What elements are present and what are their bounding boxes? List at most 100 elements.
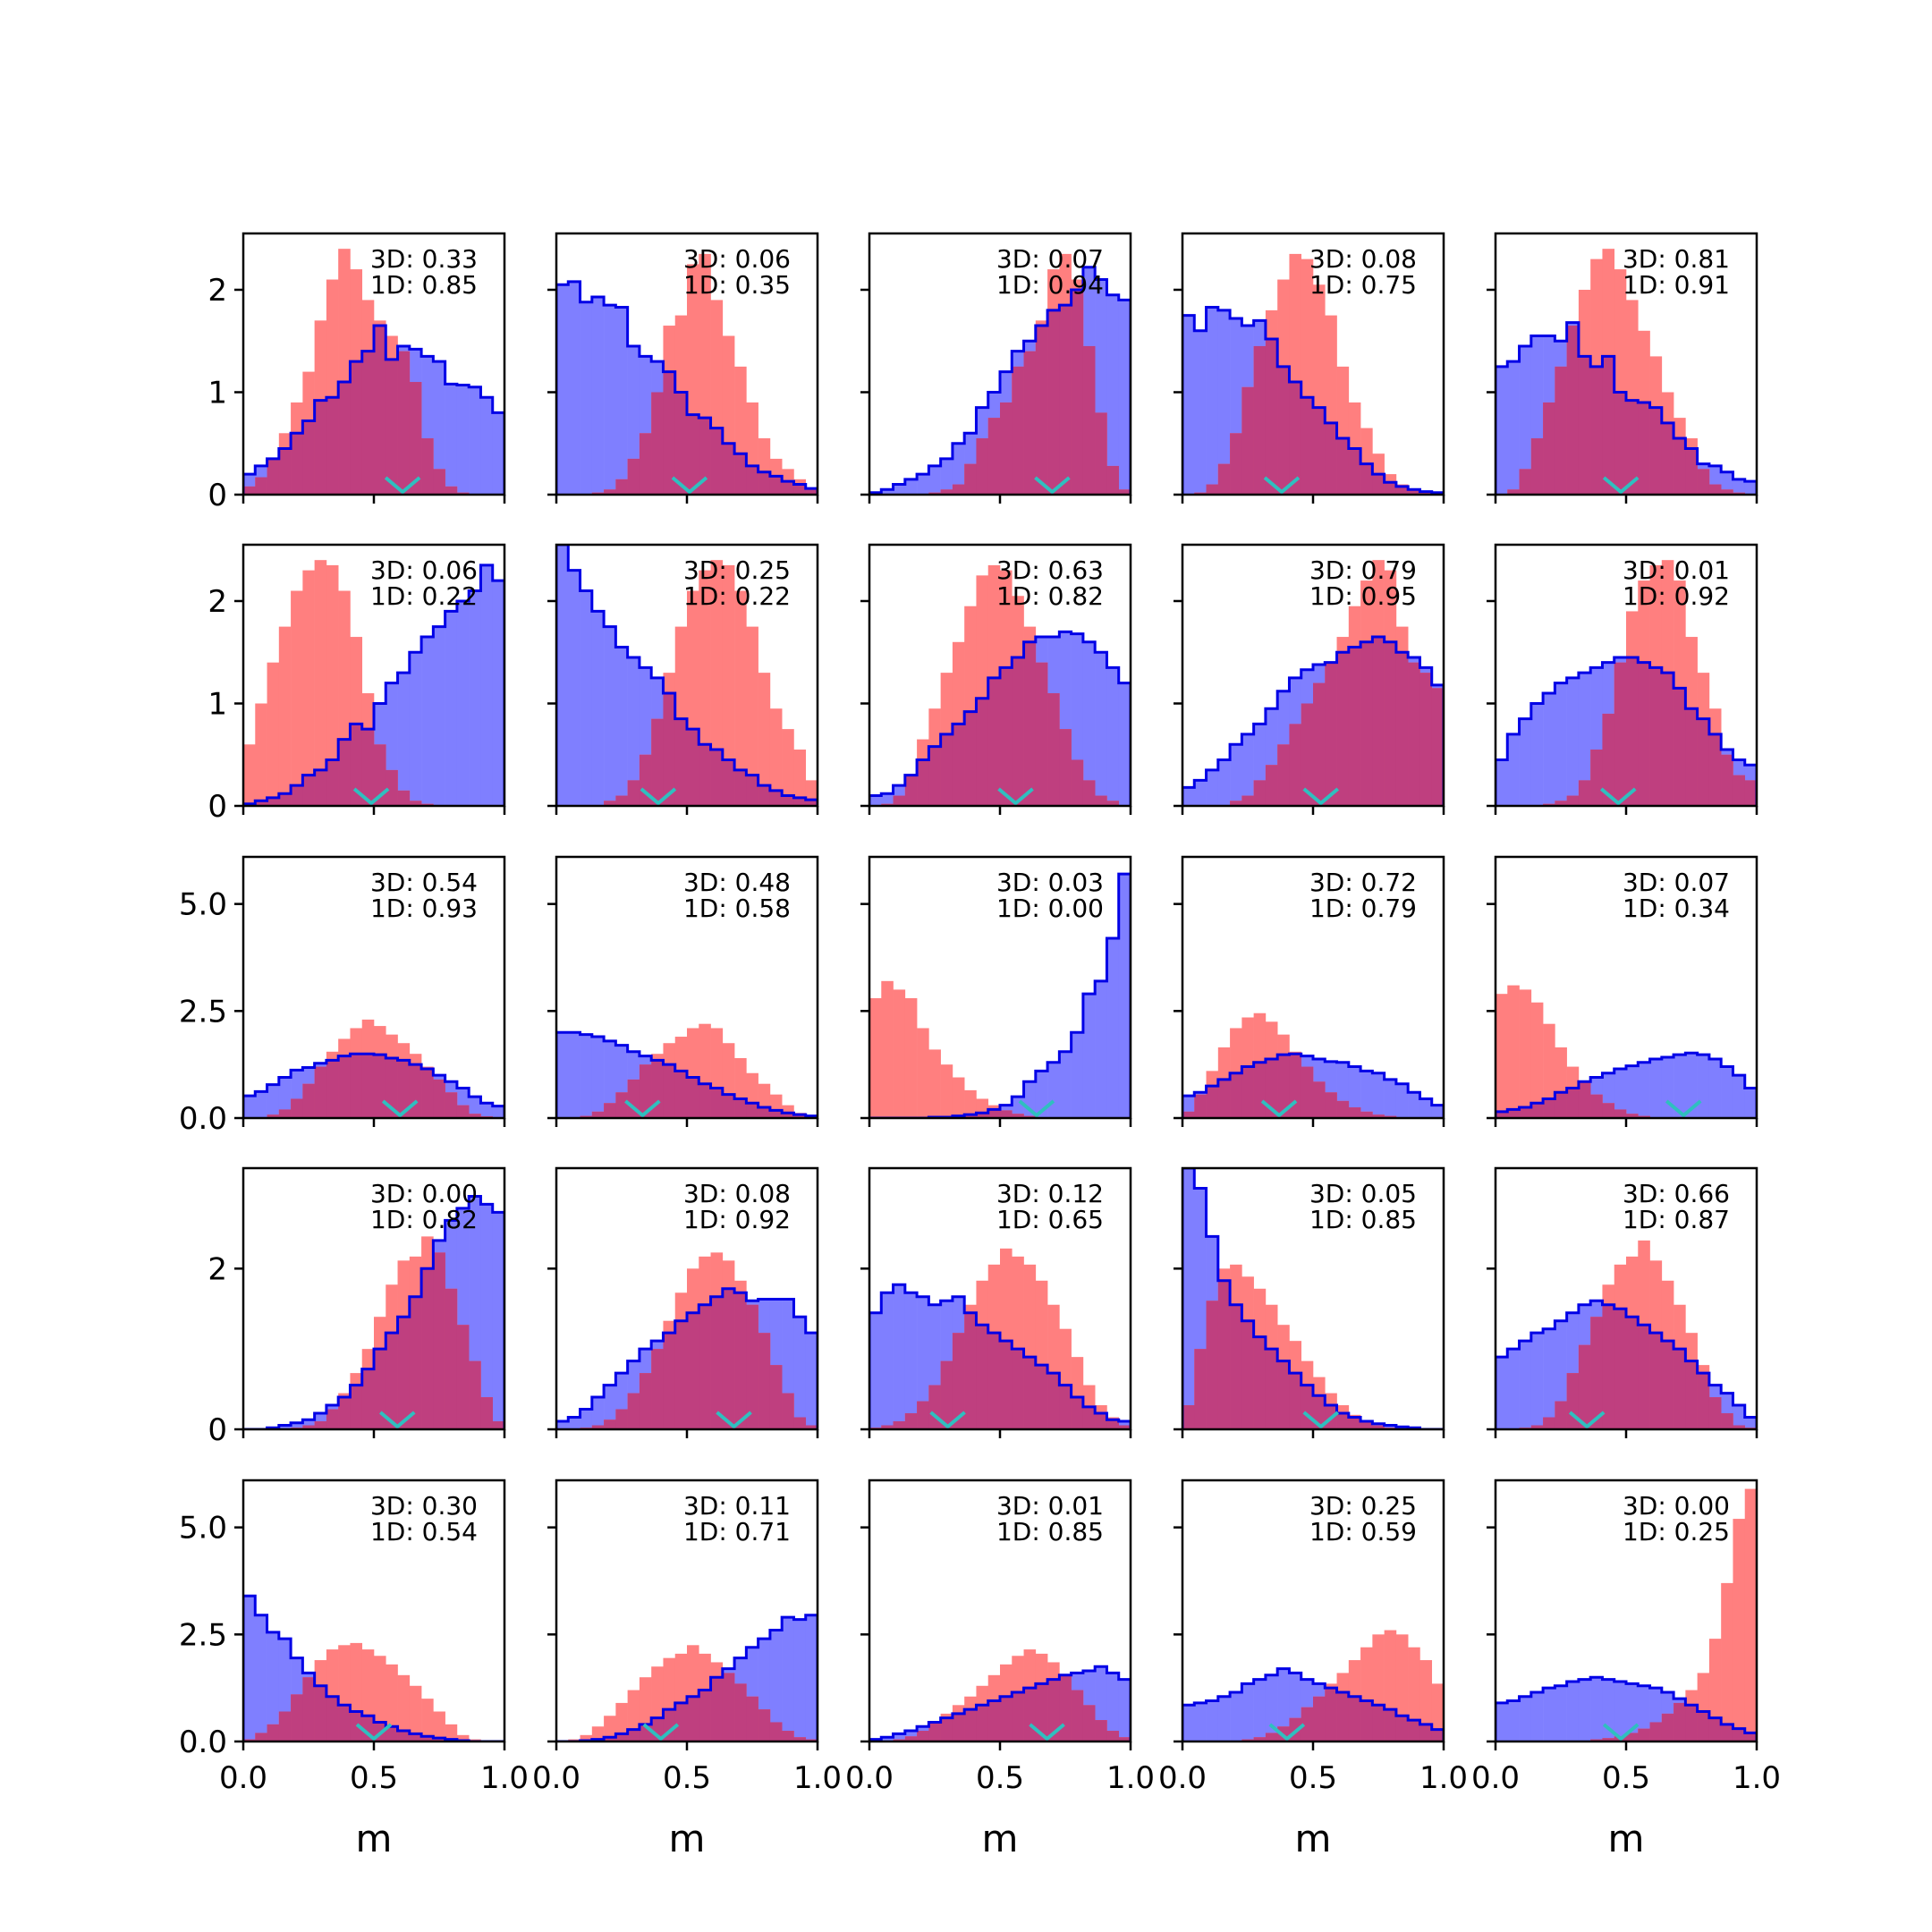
overlap-bar — [278, 793, 292, 806]
overlap-bar — [1012, 366, 1024, 495]
label-3d: 3D: 0.11 — [683, 1491, 791, 1521]
overlap-bar — [627, 458, 640, 495]
blue-bar — [267, 1631, 280, 1741]
overlap-bar — [1082, 1705, 1096, 1741]
blue-bar — [456, 385, 470, 495]
y-tick-label: 0.0 — [179, 1724, 227, 1760]
overlap-bar — [1733, 775, 1746, 806]
label-3d: 3D: 0.08 — [1309, 244, 1417, 274]
overlap-bar — [397, 351, 411, 495]
blue-bar — [1626, 1065, 1639, 1118]
overlap-bar — [338, 382, 351, 495]
blue-bar — [591, 1397, 605, 1429]
overlap-bar — [1194, 1094, 1207, 1118]
overlap-bar — [1047, 693, 1060, 806]
label-3d: 3D: 0.33 — [370, 244, 478, 274]
x-tick-label: 0.0 — [845, 1760, 894, 1796]
overlap-bar — [1638, 1325, 1650, 1429]
overlap-bar — [1566, 1088, 1580, 1118]
x-axis-label: m — [669, 1817, 706, 1860]
overlap-bar — [674, 392, 688, 495]
overlap-bar — [1071, 1690, 1084, 1741]
red-bar — [386, 1664, 398, 1741]
blue-bar — [1182, 1168, 1195, 1429]
overlap-bar — [492, 1421, 504, 1429]
overlap-bar — [591, 1111, 605, 1118]
blue-bar — [591, 296, 605, 495]
blue-bar — [881, 793, 894, 806]
x-tick-label: 0.0 — [532, 1760, 580, 1796]
blue-step-outline — [869, 1665, 1131, 1741]
overlap-bar — [1543, 1417, 1555, 1429]
overlap-bar — [1265, 338, 1278, 495]
overlap-bar — [1106, 1419, 1120, 1429]
overlap-bar — [758, 471, 771, 495]
red-bar — [758, 673, 771, 806]
overlap-bar — [1519, 469, 1532, 495]
overlap-bar — [1095, 795, 1107, 806]
blue-bar — [793, 1619, 807, 1741]
overlap-bar — [940, 1360, 953, 1429]
panel-plot-area — [1496, 560, 1757, 806]
overlap-bar — [805, 489, 818, 495]
blue-bar — [1217, 759, 1231, 806]
label-3d: 3D: 0.54 — [370, 868, 478, 897]
overlap-bar — [1602, 356, 1615, 495]
marker-chevron — [384, 476, 421, 495]
overlap-bar — [1348, 647, 1361, 806]
overlap-bar — [1360, 1421, 1373, 1429]
blue-bar — [1182, 1705, 1195, 1741]
red-bar — [243, 744, 256, 806]
blue-bar — [1095, 652, 1107, 806]
blue-bar — [1507, 733, 1520, 806]
blue-bar — [1507, 1349, 1520, 1429]
overlap-bar — [374, 1055, 386, 1118]
overlap-bar — [722, 443, 735, 495]
marker-chevron — [1602, 476, 1640, 495]
label-1d: 1D: 0.95 — [1309, 581, 1417, 611]
blue-bar — [893, 484, 906, 495]
overlap-bar — [904, 1413, 918, 1429]
overlap-bar — [1000, 667, 1013, 806]
blue-bar — [1217, 309, 1231, 495]
overlap-bar — [1289, 1373, 1302, 1429]
overlap-bar — [386, 769, 398, 806]
overlap-bar — [445, 486, 458, 495]
overlap-bar — [1071, 759, 1084, 806]
blue-step-outline — [1182, 1052, 1444, 1118]
blue-bar — [893, 1733, 906, 1741]
overlap-bar — [1325, 1092, 1337, 1118]
y-tick-label: 1 — [208, 375, 227, 411]
panel-plot-area — [1182, 1013, 1444, 1118]
overlap-bar — [1519, 1107, 1532, 1118]
overlap-bar — [1023, 351, 1037, 495]
blue-step-outline — [1496, 1051, 1757, 1118]
overlap-bar — [952, 1713, 965, 1741]
panel-plot-area — [243, 249, 504, 495]
blue-bar — [1733, 479, 1746, 495]
red-bar — [267, 662, 280, 806]
overlap-bar — [964, 1312, 977, 1429]
blue-bar — [480, 564, 494, 806]
overlap-bar — [940, 489, 953, 495]
blue-bar — [917, 474, 929, 495]
blue-bar — [869, 795, 882, 806]
label-1d: 1D: 0.75 — [1309, 270, 1417, 300]
blue-bar — [1194, 330, 1207, 495]
blue-bar — [278, 1077, 292, 1118]
label-1d: 1D: 0.25 — [1623, 1517, 1730, 1546]
overlap-bar — [758, 785, 771, 806]
overlap-bar — [1626, 400, 1639, 495]
overlap-bar — [397, 790, 411, 806]
blue-bar — [1555, 1685, 1567, 1741]
overlap-bar — [805, 800, 818, 806]
overlap-bar — [1555, 801, 1567, 806]
blue-bar — [480, 1103, 494, 1118]
blue-bar — [1708, 1058, 1722, 1118]
overlap-bar — [746, 465, 758, 495]
label-3d: 3D: 0.81 — [1623, 244, 1730, 274]
blue-bar — [456, 600, 470, 806]
overlap-bar — [1277, 744, 1290, 806]
red-bar — [1408, 1647, 1420, 1741]
overlap-bar — [1721, 1724, 1733, 1741]
